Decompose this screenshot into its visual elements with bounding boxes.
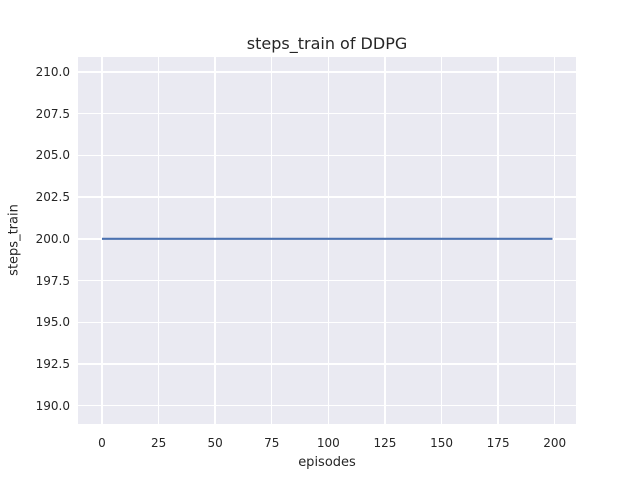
gridline-vertical xyxy=(327,57,330,424)
y-tick-label: 202.5 xyxy=(35,190,70,205)
y-axis-label: steps_train xyxy=(6,204,22,276)
y-tick-label: 200.0 xyxy=(35,231,70,246)
x-tick-label: 175 xyxy=(486,436,510,450)
plot-area xyxy=(78,57,576,424)
x-tick-label: 0 xyxy=(98,436,106,450)
series-layer xyxy=(102,237,553,240)
gridline-horizontal xyxy=(78,71,576,73)
gridline-horizontal xyxy=(78,279,576,282)
x-tick-label: 25 xyxy=(150,436,167,450)
gridline-horizontal xyxy=(78,404,576,407)
x-tick-label: 75 xyxy=(264,436,280,450)
y-tick-label: 205.0 xyxy=(35,148,70,163)
y-tick-label: 192.5 xyxy=(35,356,70,371)
gridline-horizontal xyxy=(78,321,576,323)
gridline-horizontal xyxy=(78,154,576,157)
gridline-vertical xyxy=(440,57,443,424)
y-tick-label: 210.0 xyxy=(35,65,70,79)
chart-title: steps_train of DDPG xyxy=(246,34,408,53)
gridline-vertical xyxy=(497,57,499,424)
y-tick-label: 195.0 xyxy=(35,315,70,330)
x-tick-label: 125 xyxy=(373,436,397,450)
x-tick-label: 150 xyxy=(430,436,453,450)
gridline-horizontal xyxy=(78,113,576,115)
gridline-vertical xyxy=(101,57,103,424)
y-tick-label: 207.5 xyxy=(35,106,70,121)
x-tick-label: 200 xyxy=(543,436,567,450)
x-tick-label: 50 xyxy=(207,436,223,450)
x-tick-label: 100 xyxy=(316,436,340,450)
gridline-horizontal xyxy=(78,196,576,198)
gridline-vertical xyxy=(384,57,386,424)
y-tick-label: 197.5 xyxy=(35,273,70,288)
gridline-vertical xyxy=(157,57,160,424)
gridline-vertical xyxy=(554,57,556,424)
x-axis-label: episodes xyxy=(298,455,356,470)
gridline-vertical xyxy=(214,57,216,424)
gridline-vertical xyxy=(271,57,273,424)
gridline-horizontal xyxy=(78,363,576,365)
y-tick-label: 190.0 xyxy=(35,398,70,413)
